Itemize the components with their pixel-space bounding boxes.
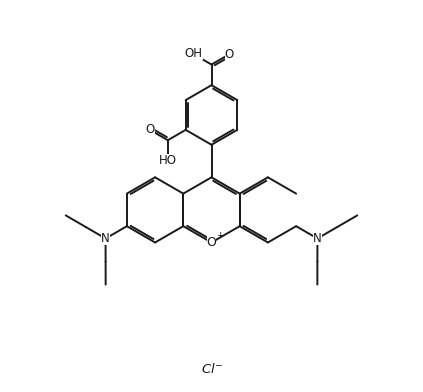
Text: OH: OH: [184, 47, 203, 60]
Text: O: O: [225, 48, 234, 61]
Text: N: N: [101, 232, 110, 245]
Text: N: N: [313, 232, 322, 245]
Text: O: O: [146, 123, 154, 136]
Text: +: +: [217, 231, 224, 240]
Text: O: O: [206, 236, 217, 249]
Text: Cl$^{-}$: Cl$^{-}$: [201, 362, 222, 376]
Text: HO: HO: [159, 154, 177, 167]
